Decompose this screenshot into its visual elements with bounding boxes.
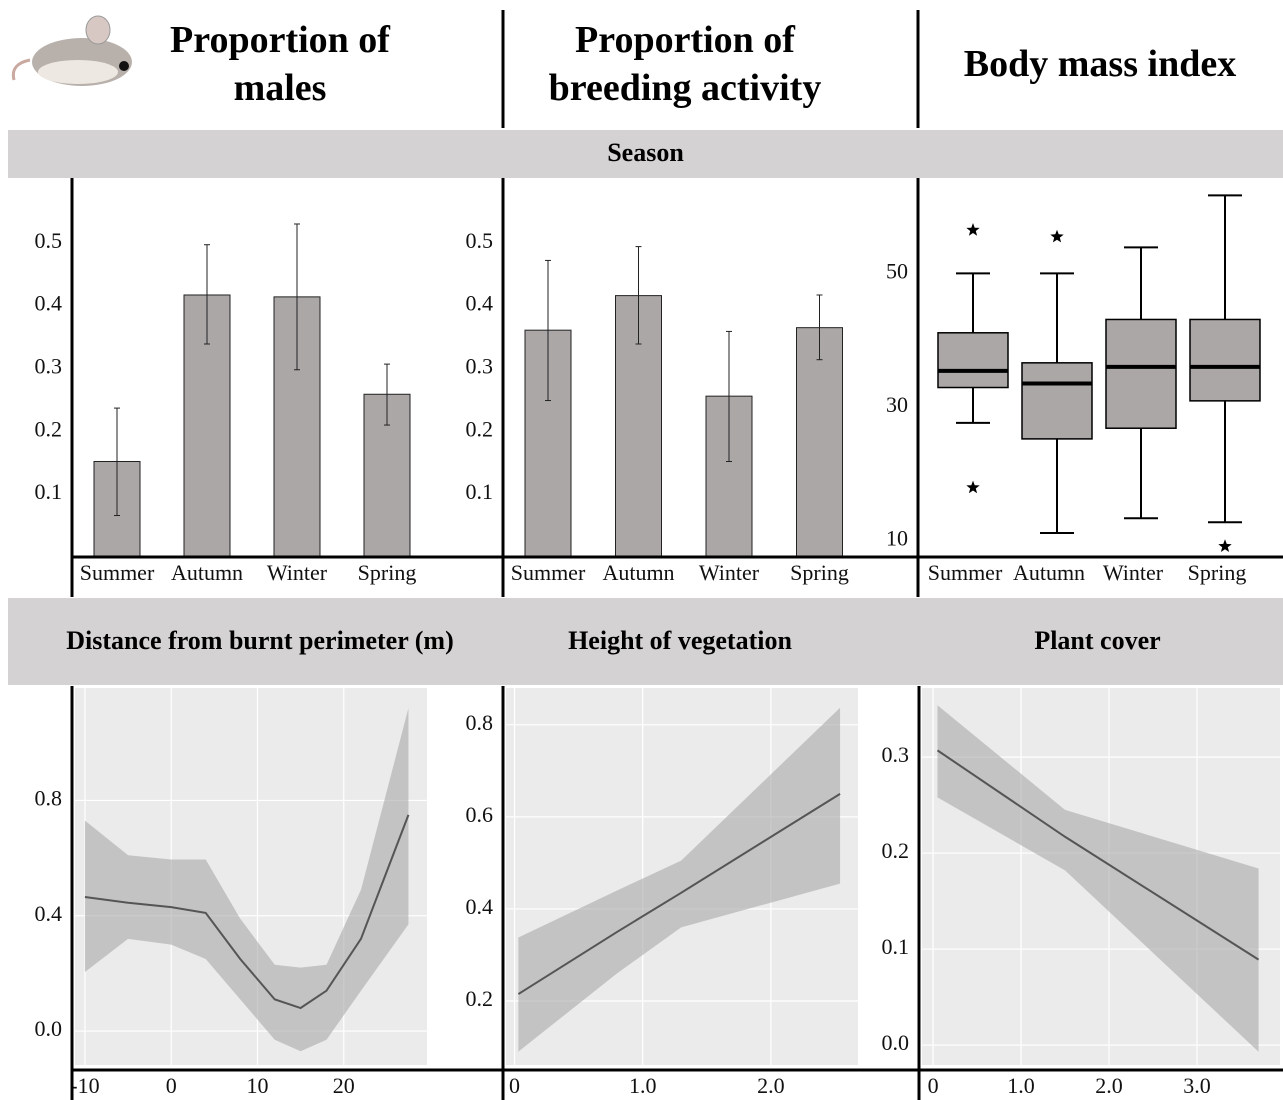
y-tick-label: 30 bbox=[886, 392, 908, 417]
x-tick-label: Autumn bbox=[1013, 560, 1085, 585]
y-tick-label: 0.4 bbox=[35, 901, 63, 926]
box bbox=[938, 333, 1008, 388]
outlier bbox=[1218, 539, 1231, 552]
y-tick-label: 0.1 bbox=[466, 479, 494, 504]
x-tick-label: Summer bbox=[80, 560, 155, 585]
outlier bbox=[966, 481, 979, 494]
bar bbox=[797, 328, 843, 557]
x-tick-label: Spring bbox=[1188, 560, 1247, 585]
y-tick-label: 50 bbox=[886, 258, 908, 283]
x-tick-label: 2.0 bbox=[757, 1073, 785, 1098]
x-tick-label: Spring bbox=[790, 560, 849, 585]
x-tick-label: Summer bbox=[928, 560, 1003, 585]
x-tick-label: 3.0 bbox=[1183, 1073, 1211, 1098]
x-tick-label: Autumn bbox=[171, 560, 243, 585]
x-tick-label: -10 bbox=[70, 1073, 99, 1098]
x-tick-label: 20 bbox=[333, 1073, 355, 1098]
outlier bbox=[1050, 230, 1063, 243]
x-tick-label: Winter bbox=[1103, 560, 1164, 585]
y-tick-label: 0.5 bbox=[466, 228, 494, 253]
box bbox=[1106, 319, 1176, 428]
y-tick-label: 0.5 bbox=[35, 228, 63, 253]
mouse-icon bbox=[13, 16, 132, 86]
y-tick-label: 0.6 bbox=[466, 802, 494, 827]
x-tick-label: 2.0 bbox=[1095, 1073, 1123, 1098]
y-tick-label: 0.1 bbox=[882, 934, 910, 959]
x-tick-label: 0 bbox=[166, 1073, 177, 1098]
y-tick-label: 0.3 bbox=[882, 742, 910, 767]
x-tick-label: 1.0 bbox=[1007, 1073, 1035, 1098]
x-tick-label: 1.0 bbox=[629, 1073, 657, 1098]
y-tick-label: 0.2 bbox=[466, 986, 494, 1011]
y-tick-label: 0.2 bbox=[466, 416, 494, 441]
y-tick-label: 10 bbox=[886, 525, 908, 550]
chart-canvas: SummerAutumnWinterSpring0.10.20.30.40.5S… bbox=[0, 0, 1283, 1100]
x-tick-label: 0 bbox=[928, 1073, 939, 1098]
y-tick-label: 0.4 bbox=[466, 894, 494, 919]
x-tick-label: Winter bbox=[699, 560, 760, 585]
y-tick-label: 0.2 bbox=[35, 416, 63, 441]
y-tick-label: 0.0 bbox=[35, 1016, 63, 1041]
x-tick-label: Winter bbox=[267, 560, 328, 585]
y-tick-label: 0.8 bbox=[466, 710, 494, 735]
y-tick-label: 0.8 bbox=[35, 785, 63, 810]
box bbox=[1022, 363, 1092, 439]
y-tick-label: 0.1 bbox=[35, 479, 63, 504]
y-tick-label: 0.3 bbox=[35, 354, 63, 379]
y-tick-label: 0.2 bbox=[882, 838, 910, 863]
outlier bbox=[966, 223, 979, 236]
box bbox=[1190, 319, 1260, 400]
y-tick-label: 0.4 bbox=[466, 291, 494, 316]
y-tick-label: 0.0 bbox=[882, 1030, 910, 1055]
x-tick-label: Summer bbox=[511, 560, 586, 585]
figure: Season Proportion of males Proportion of… bbox=[0, 0, 1283, 1100]
x-tick-label: 0 bbox=[509, 1073, 520, 1098]
y-tick-label: 0.4 bbox=[35, 291, 63, 316]
x-tick-label: Autumn bbox=[602, 560, 674, 585]
y-tick-label: 0.3 bbox=[466, 354, 494, 379]
x-tick-label: 10 bbox=[246, 1073, 268, 1098]
x-tick-label: Spring bbox=[358, 560, 417, 585]
